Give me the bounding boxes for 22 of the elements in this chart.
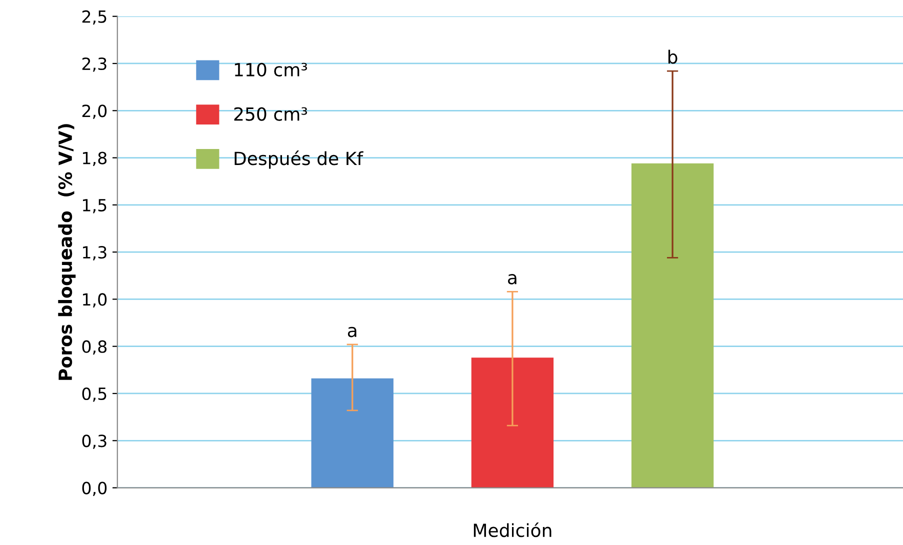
- legend-label: 250 cm³: [234, 107, 307, 121]
- bar: [471, 358, 554, 488]
- annotation: a: [348, 326, 356, 338]
- bar: [631, 163, 714, 488]
- annotation: b: [668, 50, 678, 64]
- y-tick-label: 2,5: [82, 10, 106, 25]
- y-tick-label: 1,8: [82, 152, 107, 166]
- bar: [311, 378, 394, 488]
- annotation: a: [508, 274, 516, 284]
- y-tick-label: 0,0: [82, 482, 107, 496]
- y-tick-label: 0,3: [82, 434, 106, 449]
- legend-label: Después de Kf: [234, 150, 364, 169]
- y-tick-label: 0,8: [82, 340, 107, 355]
- x-axis-title: Medición: [474, 522, 552, 538]
- y-tick-label: 1,5: [82, 199, 106, 214]
- y-tick-label: 2,3: [82, 57, 106, 72]
- y-tick-label: 1,0: [82, 293, 107, 308]
- legend-label: 110 cm³: [234, 62, 307, 76]
- y-axis-title: Poros bloqueado (% V/V): [58, 124, 76, 380]
- y-tick-label: 2,0: [82, 104, 107, 119]
- y-tick-label: 0,5: [82, 387, 106, 402]
- y-tick-label: 1,3: [82, 246, 106, 260]
